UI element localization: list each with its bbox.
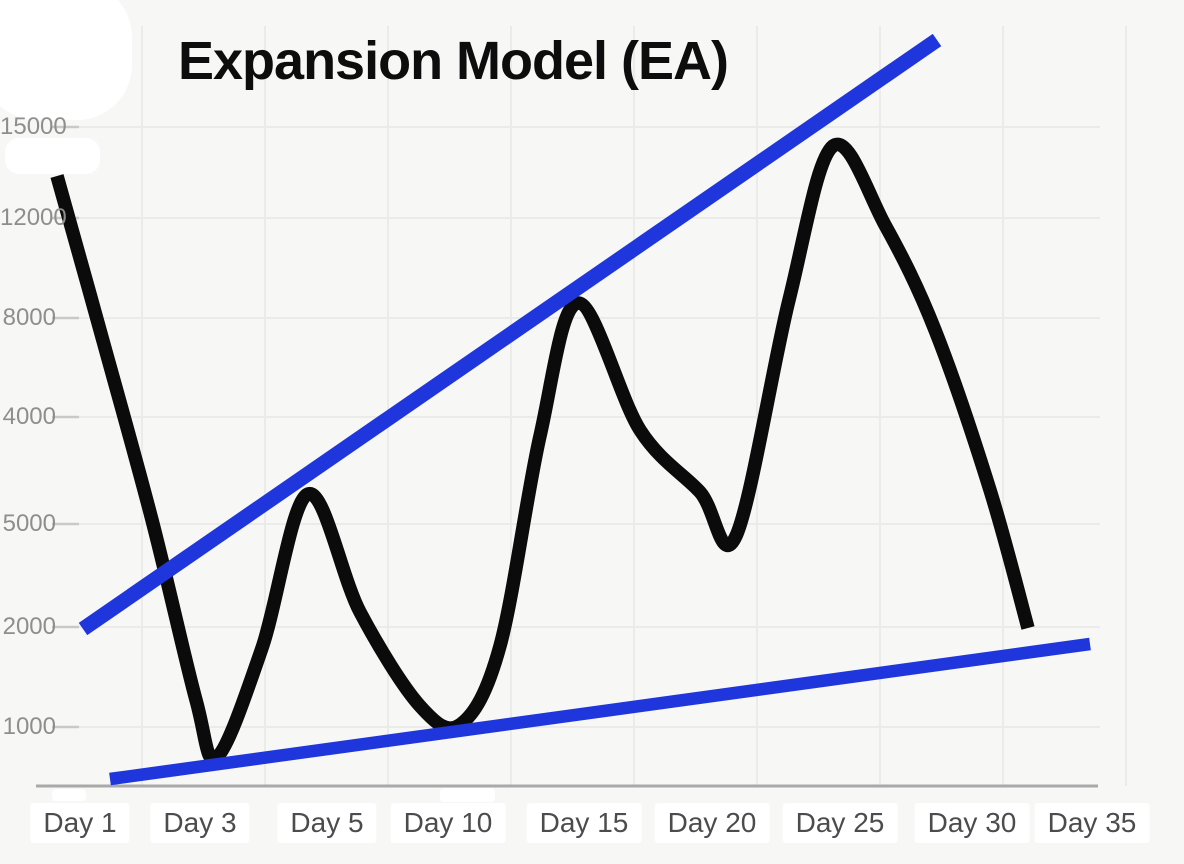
- upper-trendline: [78, 33, 942, 636]
- y-axis-label: 15000: [0, 113, 67, 140]
- x-axis-label: Day 3: [150, 803, 250, 843]
- lower-trendline: [109, 637, 1091, 786]
- whiteout-patch: [0, 0, 132, 120]
- x-axis-label: Day 30: [914, 803, 1030, 843]
- x-axis-label: Day 5: [277, 803, 377, 843]
- y-axis-label: 4000: [2, 403, 56, 430]
- x-axis-label: Day 25: [782, 803, 898, 843]
- whiteout-patch: [52, 789, 86, 801]
- x-axis-label: Day 15: [526, 803, 642, 843]
- price-wave-line: [50, 137, 1035, 766]
- whiteout-patch: [5, 138, 100, 174]
- x-axis-label: Day 10: [390, 803, 506, 843]
- chart-title: Expansion Model (EA): [178, 31, 729, 91]
- x-axis-label: Day 1: [30, 803, 130, 843]
- y-axis-label: 2000: [2, 613, 56, 640]
- y-axis-label: 5000: [2, 510, 56, 537]
- y-axis-label: 8000: [2, 304, 56, 331]
- x-axis-label: Day 35: [1034, 803, 1150, 843]
- y-axis-label: 12000: [0, 204, 67, 231]
- whiteout-patch: [440, 788, 495, 802]
- x-axis-label: Day 20: [654, 803, 770, 843]
- y-axis-label: 1000: [2, 713, 56, 740]
